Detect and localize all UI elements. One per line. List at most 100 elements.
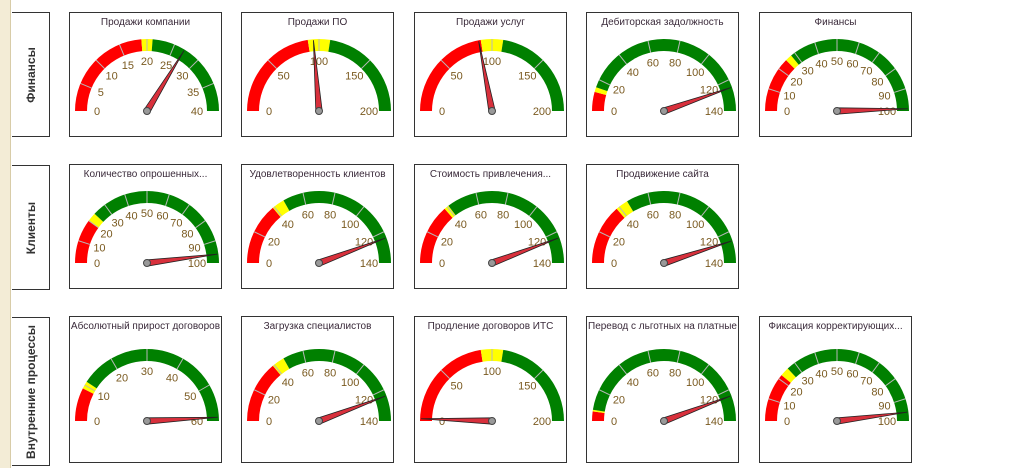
tick-label: 0 (611, 106, 617, 118)
gauge-card[interactable]: Продажи компании 0 5 10 15 20 25 30 35 40 (69, 12, 222, 137)
row-label-text: Клиенты (23, 201, 38, 254)
tick-label: 40 (627, 377, 639, 389)
gauge-needle (836, 411, 908, 425)
gauge-card[interactable]: Загрузка специалистов 0 20 40 60 80 100 120 140 (241, 316, 394, 463)
needle-pivot (143, 107, 151, 115)
tick-mark (80, 82, 92, 89)
tick-label: 60 (156, 210, 168, 222)
tick-label: 80 (669, 209, 681, 221)
gauge-title: Продажи услуг (456, 17, 525, 28)
tick-label: 140 (360, 416, 378, 428)
tick-label: 50 (141, 208, 153, 220)
yellow-zone (786, 55, 799, 69)
green-zone (283, 191, 391, 263)
tick-mark (534, 59, 544, 69)
tick-mark (814, 352, 819, 365)
gauge-card[interactable]: Продвижение сайта 0 20 40 60 80 100 120 140 (586, 164, 739, 289)
tick-label: 0 (439, 258, 445, 270)
tick-mark (198, 384, 210, 392)
gauge-card[interactable]: Финансы 0 10 20 30 40 50 60 70 80 90 100 (759, 12, 912, 137)
row-label-text: Внутренние процессы (23, 324, 38, 459)
tick-mark (356, 206, 365, 217)
tick-label: 0 (266, 258, 272, 270)
tick-label: 90 (878, 91, 890, 103)
yellow-zone (272, 200, 290, 217)
green-zone (328, 39, 391, 111)
tick-label: 200 (533, 416, 551, 428)
gauge-card[interactable]: Перевод с льготных на платные 0 20 40 60 80 10… (586, 316, 739, 463)
tick-label: 100 (483, 56, 501, 68)
tick-mark (253, 389, 266, 396)
tick-mark (372, 389, 385, 396)
tick-label: 60 (647, 367, 659, 379)
red-zone (592, 411, 605, 421)
gauge-card[interactable]: Фиксация корректирующих... 0 10 20 30 40 50 60 7… (759, 316, 912, 463)
gauge-card[interactable]: Продажи ПО 0 50 100 150 200 (241, 12, 394, 137)
tick-mark (618, 364, 627, 375)
gauge-card[interactable]: Продление договоров ИТС 0 50 100 150 200 (414, 316, 567, 463)
gauge-title: Удовлетворенность клиентов (249, 169, 386, 180)
tick-mark (717, 389, 730, 396)
tick-label: 20 (790, 77, 802, 89)
needle-pivot (660, 417, 668, 425)
tick-mark (647, 40, 652, 53)
tick-mark (676, 40, 681, 53)
tick-label: 50 (451, 71, 463, 83)
tick-mark (203, 240, 216, 245)
yellow-zone (272, 358, 290, 375)
tick-label: 0 (784, 106, 790, 118)
yellow-zone (88, 213, 104, 228)
tick-label: 0 (266, 106, 272, 118)
gauge-card[interactable]: Количество опрошенных... 0 10 20 30 40 50 60 70 8… (69, 164, 222, 289)
gauge-card[interactable]: Абсолютный прирост договоров 0 10 20 30 40 50 6… (69, 316, 222, 463)
tick-mark (855, 42, 860, 55)
needle-pivot (315, 417, 323, 425)
tick-label: 100 (686, 377, 704, 389)
tick-mark (446, 206, 455, 217)
tick-mark (440, 59, 450, 69)
tick-mark (647, 192, 652, 205)
tick-mark (273, 206, 282, 217)
tick-label: 70 (860, 376, 872, 388)
tick-mark (331, 192, 336, 205)
row-label-text: Финансы (23, 46, 38, 103)
tick-mark (534, 369, 544, 379)
needle-pivot (660, 107, 668, 115)
gauge-card[interactable]: Стоимость привлечения... 0 20 40 60 80 100 120 1… (414, 164, 567, 289)
gauge-card[interactable]: Удовлетворенность клиентов 0 20 40 60 80 100 12… (241, 164, 394, 289)
green-zone (151, 39, 219, 111)
tick-mark (426, 231, 439, 238)
green-zone (283, 349, 391, 421)
tick-label: 80 (324, 209, 336, 221)
needle-pivot (315, 107, 323, 115)
tick-label: 100 (188, 258, 206, 270)
tick-label: 40 (191, 106, 203, 118)
tick-label: 0 (611, 416, 617, 428)
tick-mark (701, 206, 710, 217)
tick-label: 50 (831, 56, 843, 68)
tick-label: 20 (141, 56, 153, 68)
tick-mark (618, 206, 627, 217)
tick-mark (372, 231, 385, 238)
tick-mark (618, 54, 627, 65)
tick-label: 80 (669, 367, 681, 379)
tick-mark (768, 398, 781, 403)
tick-label: 0 (611, 258, 617, 270)
gauge-card[interactable]: Дебиторская задолжность 0 20 40 60 80 100 120 14… (586, 12, 739, 137)
gauge-card[interactable]: Продажи услуг 0 50 100 150 200 (414, 12, 567, 137)
tick-label: 90 (188, 243, 200, 255)
tick-mark (165, 194, 170, 207)
tick-mark (717, 79, 730, 86)
tick-label: 50 (831, 366, 843, 378)
tick-label: 40 (815, 368, 827, 380)
tick-mark (475, 192, 480, 205)
tick-label: 150 (518, 71, 536, 83)
tick-label: 150 (518, 381, 536, 393)
